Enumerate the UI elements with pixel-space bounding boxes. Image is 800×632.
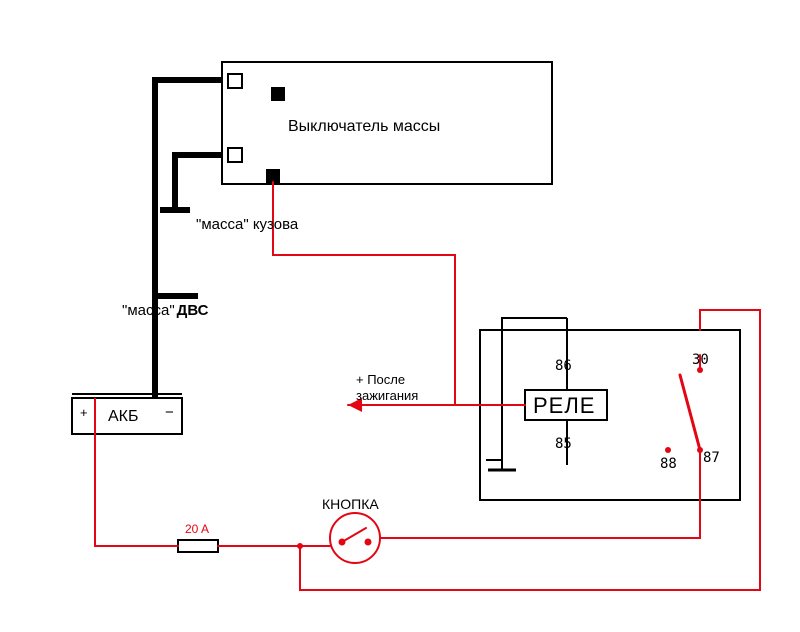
label-button: КНОПКА <box>322 496 379 512</box>
terminal-sw-a <box>228 74 242 88</box>
button-circle <box>330 513 380 563</box>
node-split <box>297 543 303 549</box>
relay-lever <box>680 375 700 450</box>
label-battery: АКБ <box>108 408 139 426</box>
wiring-diagram <box>0 0 800 632</box>
terminal-sw-c <box>228 148 242 162</box>
wire-86-to-gnd-top <box>502 318 567 348</box>
button-contact-b <box>366 540 371 545</box>
label-pin85: 85 <box>555 436 572 452</box>
wire-neg-main <box>155 80 222 398</box>
button-lever <box>342 528 366 542</box>
terminal-sw-b <box>272 88 284 100</box>
label-battery-minus: − <box>165 404 174 421</box>
terminal-sw-d <box>267 170 279 182</box>
label-engine-ground-bold: ДВС <box>177 302 209 319</box>
label-engine-ground: "масса"ДВС <box>122 302 208 319</box>
label-pin86: 86 <box>555 358 572 374</box>
label-fuse: 20 A <box>185 522 209 536</box>
label-mass-switch: Выключатель массы <box>288 118 440 136</box>
label-after-ignition-1: + После <box>356 372 405 387</box>
fuse-box <box>178 540 218 552</box>
wire-red-long-loop <box>300 310 760 590</box>
label-relay: РЕЛЕ <box>533 393 595 419</box>
label-battery-plus: + <box>80 405 88 420</box>
label-body-ground: "масса" кузова <box>196 216 298 233</box>
label-pin88: 88 <box>660 456 677 472</box>
wire-red-after-button <box>380 500 700 538</box>
label-after-ignition-2: зажигания <box>356 388 418 403</box>
label-pin87: 87 <box>703 450 720 466</box>
relay-88-dot <box>665 447 671 453</box>
wire-body-ground <box>175 155 222 210</box>
label-pin30: 30 <box>692 352 709 368</box>
label-engine-ground-prefix: "масса" <box>122 302 175 319</box>
wire-red-pos-1 <box>95 434 178 546</box>
